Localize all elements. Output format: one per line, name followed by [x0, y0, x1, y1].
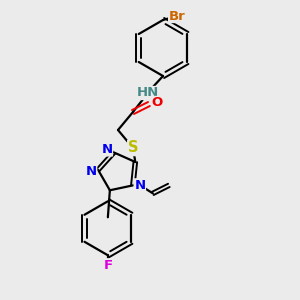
Text: Br: Br [169, 10, 185, 22]
Text: O: O [152, 97, 163, 110]
Text: N: N [134, 179, 146, 192]
Text: F: F [103, 259, 112, 272]
Text: N: N [101, 143, 112, 156]
Text: N: N [85, 165, 97, 178]
Text: S: S [128, 140, 138, 155]
Text: HN: HN [137, 86, 159, 100]
